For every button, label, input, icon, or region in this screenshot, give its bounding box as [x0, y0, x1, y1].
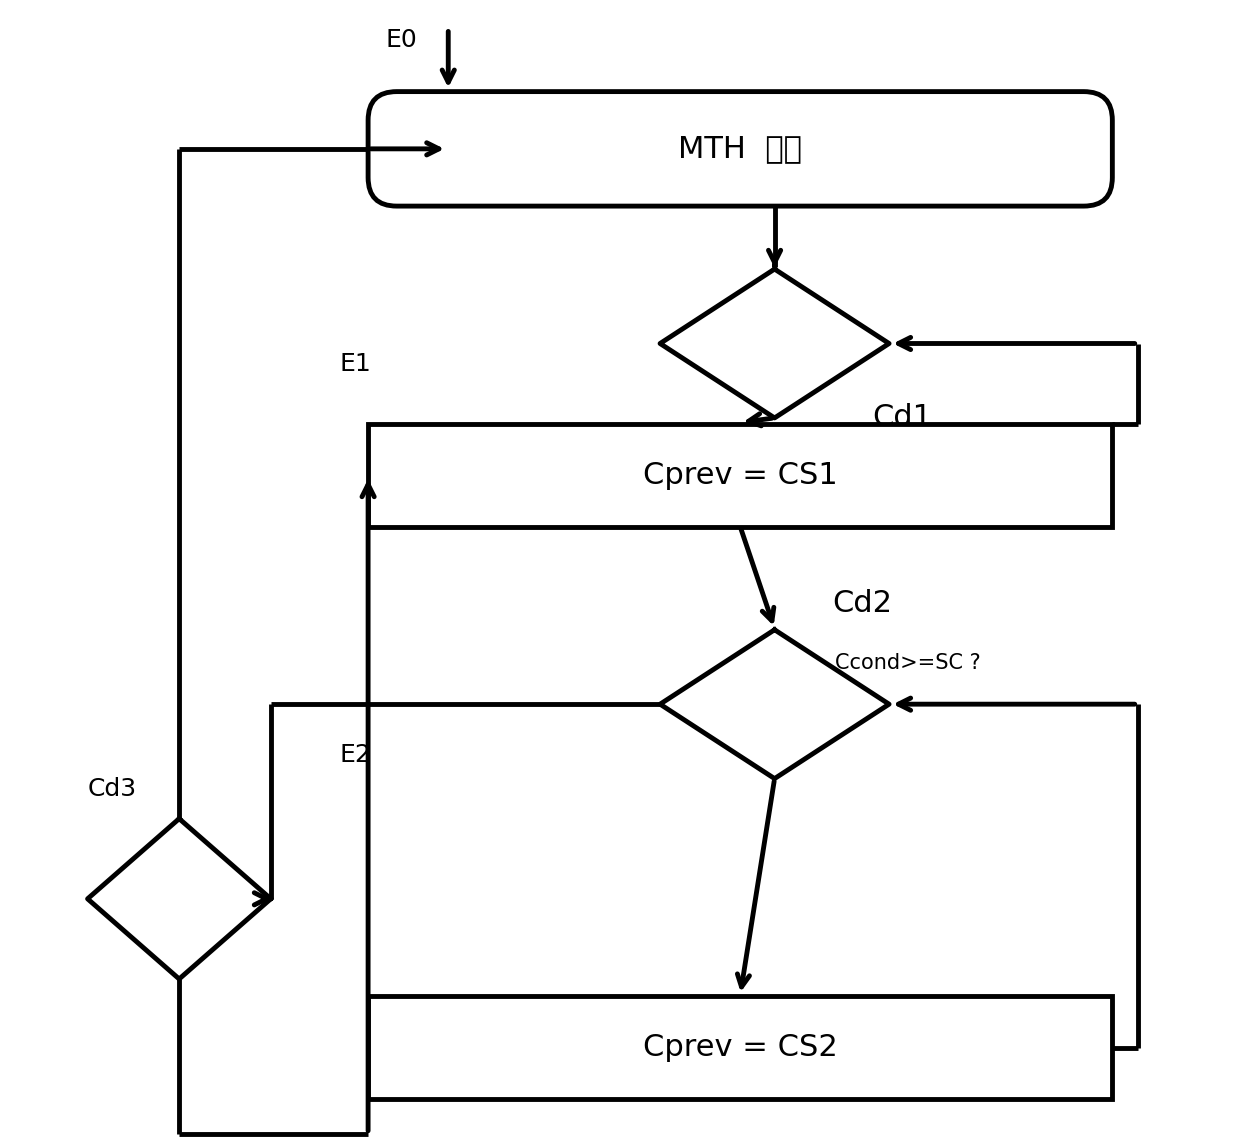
Text: E0: E0 [386, 27, 417, 52]
FancyBboxPatch shape [368, 92, 1112, 206]
Text: Cprev = CS1: Cprev = CS1 [642, 460, 837, 490]
Text: Cd1: Cd1 [872, 403, 932, 432]
Text: Cprev = CS2: Cprev = CS2 [642, 1033, 837, 1063]
Text: E2: E2 [340, 743, 371, 767]
Bar [368, 424, 1112, 527]
Text: Cd2: Cd2 [832, 590, 892, 618]
Text: E1: E1 [340, 353, 371, 376]
Text: MTH  停止: MTH 停止 [678, 134, 802, 164]
Text: Ccond>=SC ?: Ccond>=SC ? [836, 653, 981, 672]
Text: Cd3: Cd3 [88, 777, 136, 801]
Bar [368, 996, 1112, 1099]
